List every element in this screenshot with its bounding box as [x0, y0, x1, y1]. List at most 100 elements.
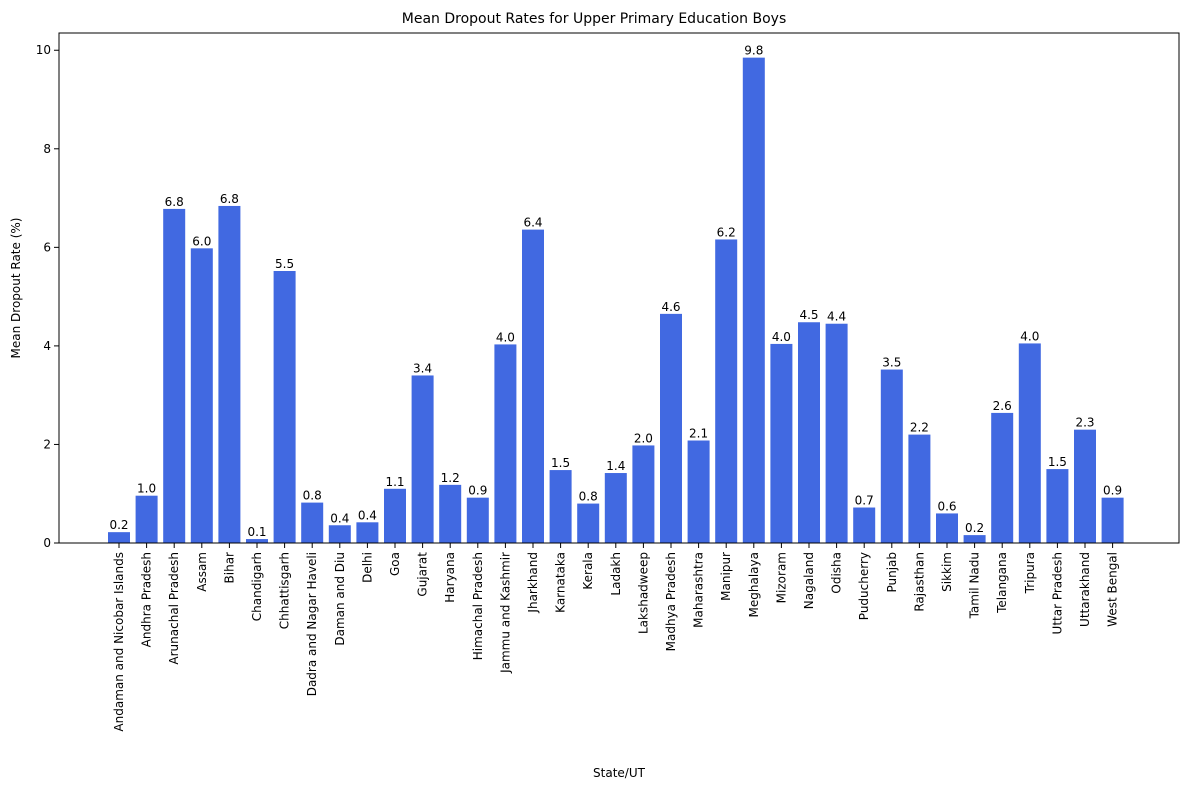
x-tick-label: Punjab	[885, 552, 899, 593]
y-tick-label: 0	[43, 536, 51, 550]
bar	[190, 248, 213, 544]
x-tick-label: Jharkhand	[526, 552, 540, 614]
bar	[880, 369, 903, 543]
x-tick-label: Jammu and Kashmir	[498, 552, 512, 674]
bar	[246, 539, 268, 543]
bar	[135, 495, 158, 543]
bar-value-label: 0.4	[330, 511, 349, 525]
bar-value-label: 6.8	[220, 192, 239, 206]
bar-value-label: 2.3	[1075, 416, 1094, 430]
x-tick-label: Assam	[195, 552, 209, 592]
bar	[163, 208, 186, 544]
bar	[411, 375, 434, 543]
bar	[466, 497, 489, 543]
bar-value-label: 6.4	[523, 216, 542, 230]
x-tick-label: Bihar	[222, 552, 236, 584]
bar-value-label: 2.0	[634, 431, 653, 445]
bar-value-label: 0.7	[855, 494, 874, 508]
y-axis-ticks: 0 2 4 6 8 10	[36, 43, 59, 550]
bar	[1074, 429, 1096, 543]
x-tick-label: Telangana	[995, 552, 1009, 614]
x-axis-ticks: Andaman and Nicobar Islands Andhra Prades…	[112, 543, 1120, 732]
x-tick-label: Chhattisgarh	[278, 552, 292, 629]
bar-value-label: 0.6	[937, 499, 956, 513]
bar	[273, 271, 296, 543]
x-tick-label: Tamil Nadu	[968, 552, 982, 619]
x-tick-label: Goa	[388, 552, 402, 576]
y-tick-label: 6	[43, 240, 51, 254]
x-tick-label: Maharashtra	[692, 552, 706, 628]
bar	[108, 532, 130, 543]
x-tick-label: Madhya Pradesh	[664, 552, 678, 651]
bar	[604, 473, 627, 543]
bar-value-label: 0.2	[109, 518, 128, 532]
bar-value-label: 1.0	[137, 482, 156, 496]
bar	[660, 313, 682, 543]
bar	[356, 522, 379, 543]
bar-value-label: 0.4	[358, 508, 377, 522]
bar-value-label: 4.4	[827, 310, 846, 324]
x-tick-label: Karnataka	[554, 552, 568, 613]
y-tick-label: 2	[43, 437, 51, 451]
x-tick-label: Arunachal Pradesh	[167, 552, 181, 665]
bar-value-label: 2.2	[910, 421, 929, 435]
x-tick-label: Andaman and Nicobar Islands	[112, 552, 126, 732]
bar	[798, 322, 820, 543]
x-tick-label: West Bengal	[1106, 552, 1120, 627]
x-tick-label: Delhi	[360, 552, 374, 583]
bar-value-label: 5.5	[275, 257, 294, 271]
bar	[549, 470, 572, 543]
bar-value-label: 6.8	[165, 195, 184, 209]
x-axis-label: State/UT	[593, 766, 646, 780]
bar	[770, 343, 793, 543]
bar	[742, 57, 765, 543]
bar-value-label: 9.8	[744, 44, 763, 58]
bar-value-label: 0.9	[1103, 484, 1122, 498]
bar-value-label: 2.6	[993, 399, 1012, 413]
bar-value-label: 6.0	[192, 234, 211, 248]
bar	[632, 445, 655, 543]
bar-value-label: 6.2	[717, 225, 736, 239]
x-tick-label: Mizoram	[774, 552, 788, 603]
bar	[522, 229, 544, 543]
bar	[218, 205, 241, 543]
x-tick-label: Daman and Diu	[333, 552, 347, 646]
y-tick-label: 4	[43, 339, 51, 353]
bar-value-label: 0.1	[247, 525, 266, 539]
y-tick-label: 10	[36, 43, 51, 57]
bar-value-label: 0.8	[303, 489, 322, 503]
x-tick-label: Gujarat	[416, 552, 430, 597]
bar-value-label: 4.0	[772, 330, 791, 344]
x-tick-label: Meghalaya	[747, 552, 761, 617]
x-tick-label: Kerala	[581, 552, 595, 590]
bar-value-label: 1.5	[1048, 455, 1067, 469]
x-tick-label: Andhra Pradesh	[140, 552, 154, 647]
x-tick-label: Odisha	[830, 552, 844, 594]
x-tick-label: Himachal Pradesh	[471, 552, 485, 660]
bar	[384, 488, 406, 543]
bar	[328, 525, 351, 543]
bar-value-label: 1.4	[606, 459, 625, 473]
bar	[1018, 343, 1041, 543]
bar	[439, 484, 462, 543]
x-tick-label: Sikkim	[940, 552, 954, 592]
x-tick-label: Puducherry	[857, 552, 871, 620]
bar-labels-layer: 0.2 1.0 6.8 6.0 6.8 0.1 5.5 0.8 0.4 0.4 1.1 3.4 1.2 0…	[109, 44, 1122, 539]
x-tick-label: Tripura	[1023, 552, 1037, 594]
x-tick-label: Manipur	[719, 552, 733, 601]
bar-value-label: 3.5	[882, 356, 901, 370]
bar-value-label: 2.1	[689, 427, 708, 441]
chart-title: Mean Dropout Rates for Upper Primary Edu…	[402, 11, 787, 27]
bar	[908, 434, 931, 543]
plot-area-frame	[58, 32, 1180, 544]
bar-value-label: 1.1	[385, 475, 404, 489]
x-tick-label: Ladakh	[609, 552, 623, 596]
bar	[991, 412, 1014, 543]
bar-value-label: 3.4	[413, 361, 432, 375]
bar	[494, 344, 517, 543]
bar	[577, 503, 600, 543]
x-tick-label: Lakshadweep	[636, 552, 650, 634]
bar-value-label: 4.0	[496, 330, 515, 344]
bar-value-label: 4.6	[661, 300, 680, 314]
